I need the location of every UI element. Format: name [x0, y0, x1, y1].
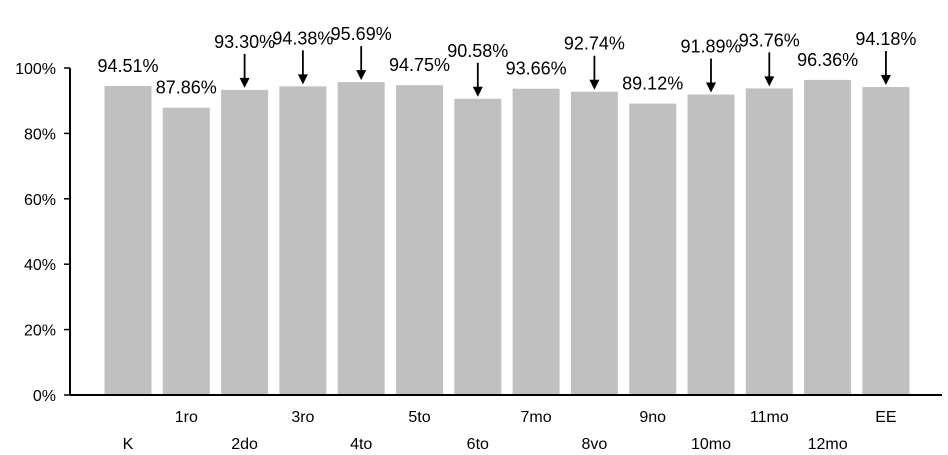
- data-label: 91.89%: [680, 37, 741, 57]
- x-category-label: 7mo: [521, 409, 552, 426]
- bar: [279, 86, 327, 395]
- x-category-label: 4to: [350, 436, 372, 453]
- data-label: 89.12%: [622, 74, 683, 94]
- x-category-label: 3ro: [291, 409, 314, 426]
- data-label: 95.69%: [331, 24, 392, 44]
- data-label: 94.75%: [389, 55, 450, 75]
- axes: [69, 68, 942, 396]
- bar: [570, 91, 618, 395]
- y-tick-label: 40%: [24, 257, 56, 274]
- x-category-label: 9no: [639, 409, 666, 426]
- x-category-label: 10mo: [691, 436, 731, 453]
- bar: [104, 85, 152, 395]
- x-category-label: 12mo: [808, 436, 848, 453]
- bar: [512, 88, 560, 395]
- bar: [804, 79, 852, 395]
- y-tick-label: 100%: [15, 61, 56, 78]
- data-label: 87.86%: [156, 78, 217, 98]
- data-label: 93.76%: [739, 30, 800, 50]
- bars: [104, 79, 910, 396]
- x-category-label: 6to: [467, 436, 489, 453]
- bar: [629, 103, 677, 395]
- bar: [745, 88, 793, 396]
- bar: [396, 85, 443, 395]
- bar: [221, 89, 269, 395]
- x-category-label: 5to: [408, 409, 430, 426]
- y-tick-label: 80%: [24, 126, 56, 143]
- label-arrow-head: [356, 70, 367, 81]
- y-axis-ticks: 0% 20% 40% 60% 80% 100%: [15, 61, 70, 405]
- x-category-label: K: [123, 436, 134, 453]
- x-category-label: 11mo: [750, 409, 789, 426]
- x-axis-labels: K 1ro 2do 3ro 4to 5to 6to 7mo 8vo 9no 10mo 11mo 12mo…: [123, 409, 897, 453]
- data-label: 93.30%: [214, 32, 275, 52]
- data-label: 94.18%: [855, 29, 916, 49]
- label-arrows: [239, 46, 891, 97]
- x-category-label: EE: [875, 409, 896, 426]
- x-category-label: 2do: [231, 436, 258, 453]
- data-labels: 94.51%87.86% 93.30%94.38%95.69% 94.75%90.5…: [97, 24, 916, 98]
- label-arrow-head: [472, 86, 483, 97]
- label-arrow-head: [589, 79, 600, 90]
- bar: [454, 98, 502, 395]
- data-label: 92.74%: [564, 34, 625, 54]
- bar: [687, 94, 735, 395]
- label-arrow-head: [880, 75, 891, 86]
- data-label: 93.66%: [506, 59, 567, 79]
- label-arrow-head: [239, 77, 250, 88]
- label-arrow-head: [706, 82, 716, 93]
- label-arrow-head: [764, 76, 775, 87]
- bar: [337, 82, 385, 396]
- data-label: 96.36%: [797, 50, 858, 70]
- data-label: 94.38%: [272, 28, 333, 48]
- data-label: 94.51%: [97, 56, 158, 76]
- x-category-label: 8vo: [582, 436, 608, 453]
- y-tick-label: 0%: [33, 388, 56, 405]
- label-arrow-head: [297, 74, 308, 85]
- x-category-label: 1ro: [175, 409, 198, 426]
- y-tick-label: 60%: [24, 192, 56, 209]
- data-label: 90.58%: [447, 41, 508, 61]
- y-tick-label: 20%: [24, 323, 56, 340]
- bar: [862, 87, 910, 395]
- bar: [162, 107, 210, 395]
